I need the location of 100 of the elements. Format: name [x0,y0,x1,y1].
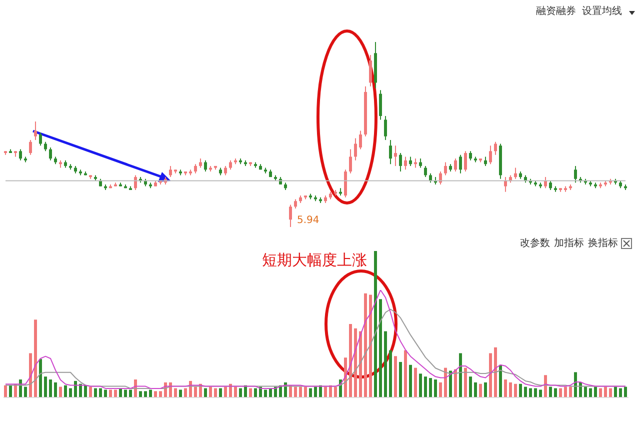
bar [244,385,247,397]
bar [489,353,492,397]
bar [514,384,517,397]
bar [399,362,402,397]
candlestick [424,165,427,178]
bar [174,388,177,397]
bar [154,391,157,397]
bar [419,374,422,397]
candlestick [389,140,392,165]
text: 设置均线 [582,6,622,18]
candlestick [369,54,372,87]
bar [354,328,357,397]
bar [69,388,72,397]
bar [579,382,582,397]
candlestick [444,162,447,176]
candlestick [39,132,42,146]
bar [464,368,467,397]
text: 换指标 [588,238,618,250]
bar [614,386,617,397]
text: 融资融券 [536,6,576,18]
bar [324,386,327,397]
candlestick [419,158,422,168]
candlestick [484,156,487,166]
candlestick [514,167,517,180]
candlestick [349,148,352,174]
bar [349,324,352,397]
candlestick [354,138,357,161]
bar [389,350,392,397]
bar [254,388,257,397]
bar [549,386,552,397]
candlestick [19,148,22,161]
candlestick [504,176,507,192]
bar [444,368,447,397]
candlestick [384,116,387,141]
bar [424,376,427,397]
bar [404,350,407,397]
candlestick [549,180,552,190]
candlestick [359,130,362,150]
bar [319,385,322,397]
bar [534,388,537,397]
bar [264,390,267,397]
bar [209,386,212,397]
bar [559,388,562,397]
bar [59,386,62,397]
candlestick [574,165,577,184]
bar [194,386,197,397]
bar [144,391,147,397]
bar [504,379,507,397]
bar [434,379,437,397]
bar [599,388,602,397]
bar [564,386,567,397]
bar [509,382,512,397]
candlestick [194,164,197,174]
bar [439,382,442,397]
bar [249,388,252,397]
candlestick [134,174,137,190]
bar [219,388,222,397]
bar [179,390,182,397]
bar [449,370,452,397]
candlestick [489,145,492,165]
bar [39,359,42,397]
candlestick [399,152,402,172]
text: 加指标 [554,238,584,250]
bar [74,380,77,397]
bar [539,390,542,397]
annotation: 5.94 [297,215,320,227]
bar [99,388,102,397]
bar [384,331,387,397]
candlestick [429,172,432,184]
bar [204,388,207,397]
candlestick [44,141,47,152]
bar [474,382,477,397]
bar [4,385,7,397]
bar [414,368,417,397]
bar [364,293,367,397]
bar [574,372,577,397]
candlestick [229,160,232,170]
bar [394,356,397,397]
bar [484,382,487,397]
bar [294,386,297,397]
bar [569,386,572,397]
bar [109,390,112,397]
bar [604,386,607,397]
bar [429,378,432,397]
bar [184,388,187,397]
candlestick [404,156,407,170]
bar [299,386,302,397]
candlestick [454,158,457,172]
bar [239,388,242,397]
bar [49,379,52,397]
bar [369,294,372,397]
bar [169,382,172,397]
bar [224,386,227,397]
bar [584,386,587,397]
bar [329,385,332,397]
candlestick [409,156,412,166]
bar [554,388,557,397]
bar [609,388,612,397]
bar [44,376,47,397]
candlestick [464,150,467,172]
